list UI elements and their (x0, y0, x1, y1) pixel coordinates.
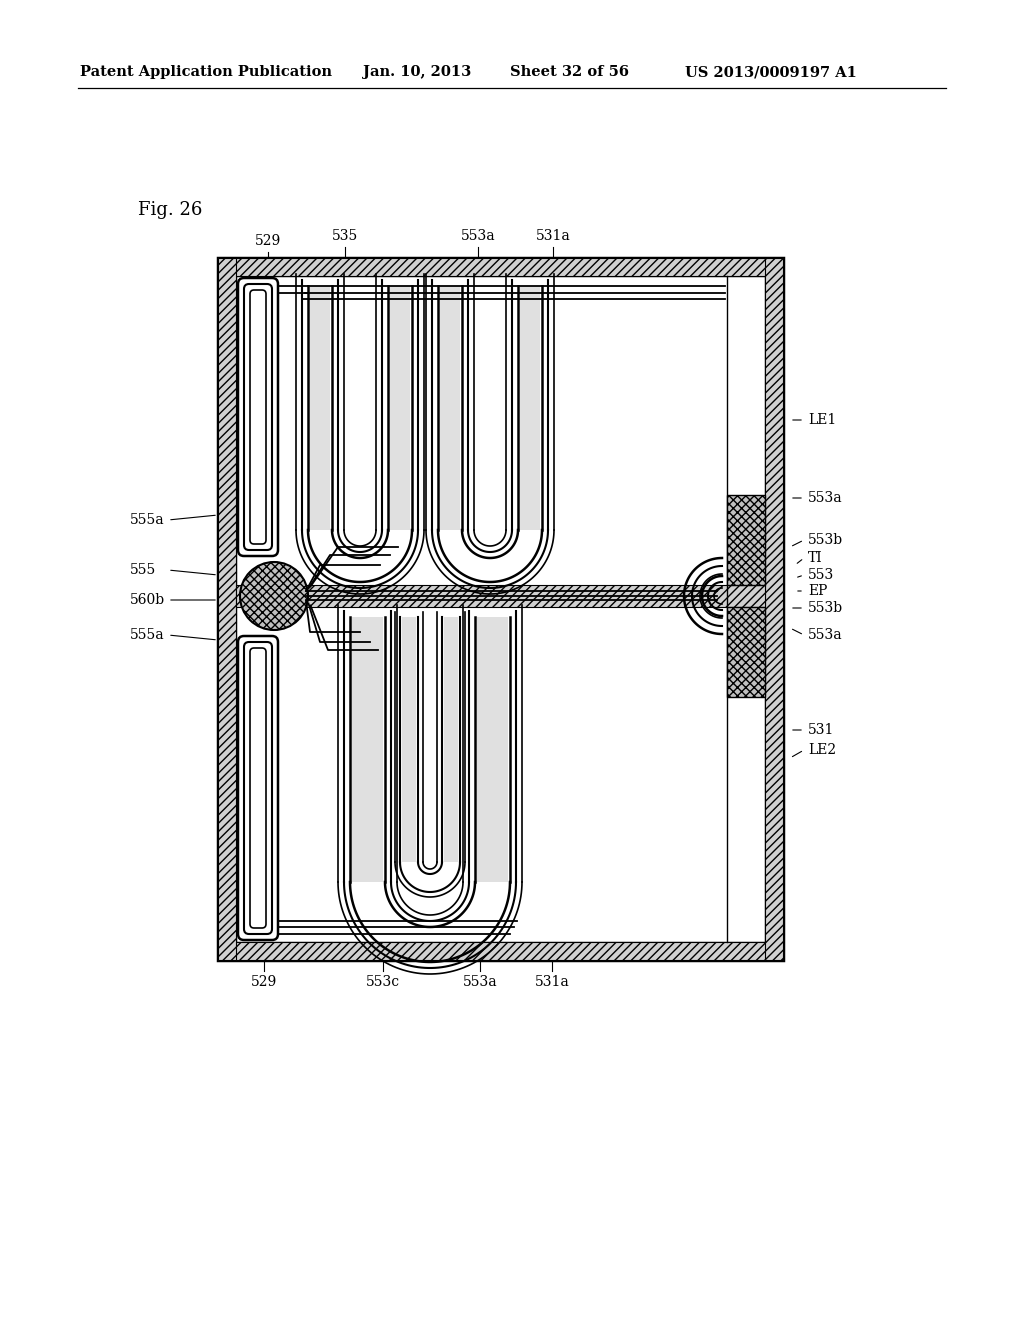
FancyBboxPatch shape (244, 642, 272, 935)
FancyBboxPatch shape (257, 297, 259, 537)
FancyBboxPatch shape (250, 648, 266, 928)
Text: Jan. 10, 2013: Jan. 10, 2013 (362, 65, 471, 79)
Text: 553b: 553b (808, 601, 843, 615)
Ellipse shape (240, 562, 308, 630)
Text: Sheet 32 of 56: Sheet 32 of 56 (510, 65, 629, 79)
Bar (352, 616, 383, 882)
FancyBboxPatch shape (257, 655, 259, 921)
Text: 553b: 553b (808, 533, 843, 546)
Text: 531: 531 (808, 723, 835, 737)
Text: 529: 529 (255, 234, 282, 248)
Text: LE1: LE1 (808, 413, 837, 426)
FancyBboxPatch shape (238, 636, 278, 940)
Text: 553c: 553c (366, 975, 400, 989)
Bar (444, 616, 458, 862)
Bar (477, 616, 508, 882)
Bar (727, 495, 765, 585)
Text: 555a: 555a (130, 513, 165, 527)
Bar (520, 286, 540, 531)
Bar (218, 942, 783, 960)
Text: 553: 553 (808, 568, 835, 582)
Text: 553a: 553a (808, 491, 843, 506)
Text: US 2013/0009197 A1: US 2013/0009197 A1 (685, 65, 857, 79)
Text: Fig. 26: Fig. 26 (138, 201, 203, 219)
Text: 553a: 553a (463, 975, 498, 989)
Bar (218, 257, 783, 960)
Text: 531a: 531a (535, 975, 569, 989)
Text: 529: 529 (251, 975, 278, 989)
Text: 553a: 553a (808, 628, 843, 642)
FancyBboxPatch shape (238, 279, 278, 556)
Text: 553a: 553a (461, 228, 496, 243)
Text: Patent Application Publication: Patent Application Publication (80, 65, 332, 79)
Text: 555a: 555a (130, 628, 165, 642)
Bar (440, 286, 460, 531)
Text: LE2: LE2 (808, 743, 837, 756)
Text: 560b: 560b (130, 593, 165, 607)
Bar (390, 286, 410, 531)
Bar (218, 257, 236, 960)
Bar (310, 286, 330, 531)
Bar (727, 607, 765, 697)
Bar (218, 257, 783, 276)
Text: 535: 535 (332, 228, 358, 243)
FancyBboxPatch shape (244, 284, 272, 550)
Text: 531a: 531a (536, 228, 570, 243)
Text: TI: TI (808, 550, 822, 565)
Bar (236, 276, 765, 942)
Bar (765, 257, 783, 960)
Bar (402, 616, 416, 862)
Text: 555: 555 (130, 564, 157, 577)
Text: EP: EP (808, 583, 827, 598)
Bar (236, 585, 765, 607)
FancyBboxPatch shape (250, 290, 266, 544)
